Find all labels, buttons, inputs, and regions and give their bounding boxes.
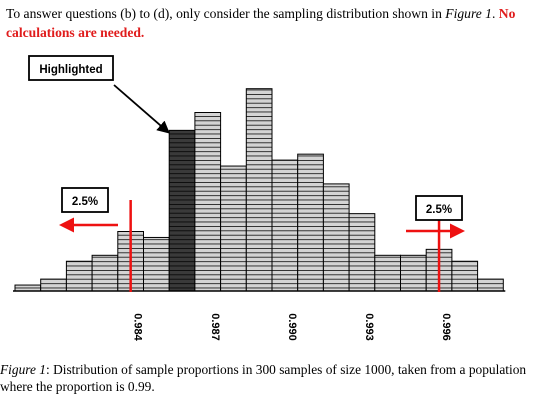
histogram-bar (143, 236, 170, 292)
highlighted-arrow (113, 84, 170, 134)
right-tail-box (415, 195, 463, 221)
caption-text: : Distribution of sample proportions in … (0, 362, 527, 394)
x-tick-label: 0.984 (132, 313, 144, 341)
histogram-bar (271, 159, 299, 292)
no-calculations-note: No calculations are needed (6, 6, 516, 40)
histogram-bar (348, 213, 376, 292)
highlighted-callout: Highlighted (28, 55, 170, 134)
histogram-bar (65, 260, 93, 292)
histogram-bar (220, 165, 247, 292)
instruction-text: To answer questions (b) to (d), only con… (6, 4, 546, 42)
histogram-bar (374, 254, 401, 292)
highlighted-label: Highlighted (39, 64, 102, 76)
figure-caption: Figure 1: Distribution of sample proport… (0, 361, 548, 395)
histogram-bar (40, 278, 67, 292)
figure-reference: Figure 1 (445, 6, 492, 21)
x-axis-tick-labels: 0.984 0.987 0.990 0.993 0.996 (132, 313, 452, 341)
caption-label: Figure 1 (0, 362, 46, 377)
histogram-bars (14, 88, 504, 292)
instruction-part-3: . (140, 25, 145, 40)
histogram-bar (14, 284, 42, 292)
instruction-part-2: . (491, 6, 499, 21)
highlighted-box (28, 55, 114, 81)
histogram-bar (477, 278, 504, 292)
histogram-figure: 0.984 0.987 0.990 0.993 0.996 2.5% 2.5% High… (13, 55, 506, 342)
left-tail-callout: 2.5% (59, 187, 118, 233)
histogram-bar-highlighted (168, 129, 196, 292)
histogram-bar (91, 254, 119, 292)
histogram-bar (245, 88, 273, 292)
right-tail-callout: 2.5% (406, 195, 465, 239)
left-tail-box (61, 187, 109, 213)
right-tail-label: 2.5% (426, 204, 452, 216)
x-tick-label: 0.990 (286, 313, 298, 341)
left-tail-label: 2.5% (72, 196, 98, 208)
histogram-bar (451, 260, 479, 292)
x-tick-label: 0.987 (209, 313, 221, 341)
histogram-bar (194, 112, 222, 292)
instruction-part-1: To answer questions (b) to (d), only con… (6, 6, 446, 21)
x-tick-label: 0.993 (363, 313, 375, 341)
histogram-bar (297, 153, 324, 292)
x-tick-label: 0.996 (440, 313, 452, 341)
histogram-bar (322, 183, 350, 292)
histogram-bar (400, 254, 427, 292)
